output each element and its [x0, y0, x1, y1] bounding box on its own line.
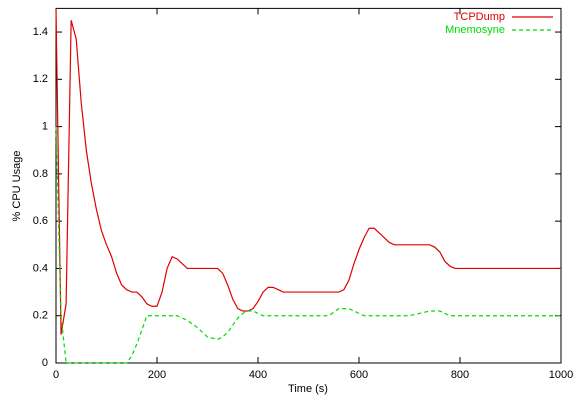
y-tick-label: 0.6	[33, 215, 48, 227]
x-tick-label: 200	[148, 369, 166, 381]
x-tick-label: 800	[451, 369, 469, 381]
y-tick-label: 0.2	[33, 310, 48, 322]
y-tick-label: 1.2	[33, 73, 48, 85]
legend-label: TCPDump	[454, 11, 505, 23]
x-tick-label: 1000	[549, 369, 573, 381]
legend-label: Mnemosyne	[445, 24, 505, 36]
x-tick-label: 600	[350, 369, 368, 381]
y-tick-label: 0.4	[33, 262, 48, 274]
series-line	[55, 8, 561, 335]
series-line	[55, 126, 561, 364]
plot-frame	[55, 7, 562, 364]
y-tick-label: 0	[42, 357, 48, 369]
y-axis-label: % CPU Usage	[11, 151, 23, 222]
x-tick-label: 400	[249, 369, 267, 381]
y-tick-label: 1	[42, 121, 48, 133]
x-tick-label: 0	[53, 369, 59, 381]
y-tick-label: 1.4	[33, 26, 48, 38]
y-tick-label: 0.8	[33, 168, 48, 180]
x-axis-label: Time (s)	[288, 383, 328, 395]
